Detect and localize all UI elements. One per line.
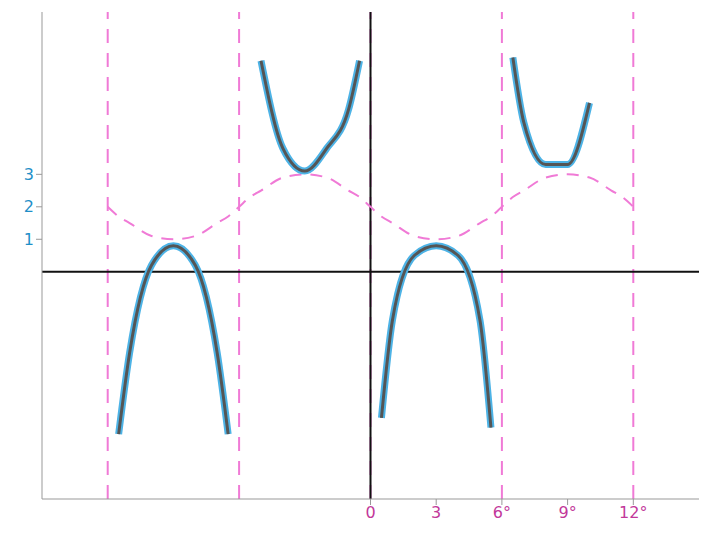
svg-text:3: 3 [431, 503, 441, 522]
svg-text:9°: 9° [559, 503, 577, 522]
svg-text:6°: 6° [493, 503, 511, 522]
svg-text:0: 0 [365, 503, 375, 522]
svg-text:2: 2 [24, 197, 34, 216]
svg-text:1: 1 [24, 230, 34, 249]
svg-text:3: 3 [24, 165, 34, 184]
svg-text:12°: 12° [619, 503, 647, 522]
